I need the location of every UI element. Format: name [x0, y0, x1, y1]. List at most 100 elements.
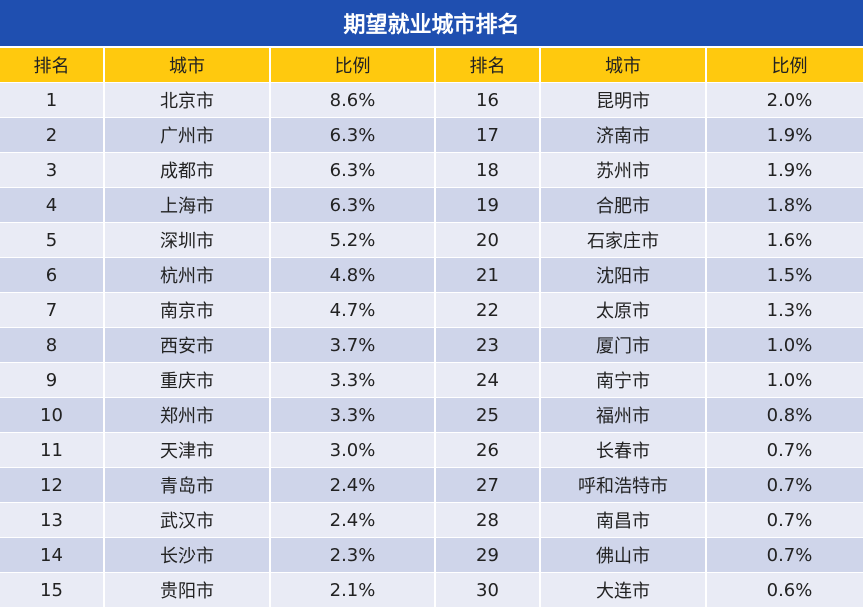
rank-cell: 19: [436, 188, 541, 223]
city-cell: 南京市: [105, 293, 271, 328]
header-ratio: 比例: [707, 48, 863, 83]
ratio-cell: 0.7%: [707, 503, 863, 538]
ratio-cell: 0.8%: [707, 398, 863, 433]
ratio-cell: 1.8%: [707, 188, 863, 223]
city-cell: 长沙市: [105, 538, 271, 573]
ratio-cell: 1.6%: [707, 223, 863, 258]
rank-cell: 6: [0, 258, 105, 293]
ratio-cell: 3.7%: [271, 328, 436, 363]
ratio-cell: 5.2%: [271, 223, 436, 258]
header-row: 排名 城市 比例 排名 城市 比例: [0, 48, 863, 83]
table-body: 1 北京市 8.6% 16 昆明市 2.0% 2 广州市 6.3% 17 济南市 1.9% 3 成都市 6.…: [0, 83, 863, 608]
ratio-cell: 2.4%: [271, 468, 436, 503]
ratio-cell: 1.5%: [707, 258, 863, 293]
rank-cell: 25: [436, 398, 541, 433]
ratio-cell: 3.3%: [271, 363, 436, 398]
rank-cell: 17: [436, 118, 541, 153]
city-cell: 成都市: [105, 153, 271, 188]
city-cell: 厦门市: [541, 328, 707, 363]
ratio-cell: 8.6%: [271, 83, 436, 118]
ranking-table: 排名 城市 比例 排名 城市 比例 1 北京市 8.6% 16 昆明市 2.0% 2 广州市 6…: [0, 48, 863, 608]
ratio-cell: 1.3%: [707, 293, 863, 328]
ratio-cell: 1.0%: [707, 328, 863, 363]
table-row: 7 南京市 4.7% 22 太原市 1.3%: [0, 293, 863, 328]
city-cell: 苏州市: [541, 153, 707, 188]
rank-cell: 29: [436, 538, 541, 573]
city-cell: 上海市: [105, 188, 271, 223]
city-cell: 郑州市: [105, 398, 271, 433]
table-row: 3 成都市 6.3% 18 苏州市 1.9%: [0, 153, 863, 188]
ratio-cell: 0.7%: [707, 433, 863, 468]
rank-cell: 16: [436, 83, 541, 118]
page-title: 期望就业城市排名: [0, 0, 863, 46]
ratio-cell: 1.9%: [707, 118, 863, 153]
rank-cell: 22: [436, 293, 541, 328]
table-row: 13 武汉市 2.4% 28 南昌市 0.7%: [0, 503, 863, 538]
rank-cell: 14: [0, 538, 105, 573]
city-cell: 南宁市: [541, 363, 707, 398]
ratio-cell: 6.3%: [271, 188, 436, 223]
city-cell: 佛山市: [541, 538, 707, 573]
city-cell: 呼和浩特市: [541, 468, 707, 503]
city-cell: 长春市: [541, 433, 707, 468]
rank-cell: 7: [0, 293, 105, 328]
rank-cell: 4: [0, 188, 105, 223]
rank-cell: 15: [0, 573, 105, 608]
ratio-cell: 0.6%: [707, 573, 863, 608]
rank-cell: 20: [436, 223, 541, 258]
ratio-cell: 1.9%: [707, 153, 863, 188]
table-row: 5 深圳市 5.2% 20 石家庄市 1.6%: [0, 223, 863, 258]
rank-cell: 2: [0, 118, 105, 153]
ratio-cell: 2.4%: [271, 503, 436, 538]
ratio-cell: 3.3%: [271, 398, 436, 433]
ratio-cell: 0.7%: [707, 538, 863, 573]
ratio-cell: 2.3%: [271, 538, 436, 573]
header-rank: 排名: [436, 48, 541, 83]
ratio-cell: 2.1%: [271, 573, 436, 608]
city-cell: 大连市: [541, 573, 707, 608]
city-cell: 天津市: [105, 433, 271, 468]
rank-cell: 18: [436, 153, 541, 188]
table-row: 4 上海市 6.3% 19 合肥市 1.8%: [0, 188, 863, 223]
ratio-cell: 3.0%: [271, 433, 436, 468]
rank-cell: 5: [0, 223, 105, 258]
header-rank: 排名: [0, 48, 105, 83]
table-row: 8 西安市 3.7% 23 厦门市 1.0%: [0, 328, 863, 363]
city-cell: 贵阳市: [105, 573, 271, 608]
table-row: 6 杭州市 4.8% 21 沈阳市 1.5%: [0, 258, 863, 293]
city-cell: 石家庄市: [541, 223, 707, 258]
rank-cell: 23: [436, 328, 541, 363]
table-row: 14 长沙市 2.3% 29 佛山市 0.7%: [0, 538, 863, 573]
header-city: 城市: [105, 48, 271, 83]
city-cell: 合肥市: [541, 188, 707, 223]
rank-cell: 12: [0, 468, 105, 503]
city-cell: 武汉市: [105, 503, 271, 538]
table-row: 2 广州市 6.3% 17 济南市 1.9%: [0, 118, 863, 153]
city-cell: 福州市: [541, 398, 707, 433]
city-cell: 昆明市: [541, 83, 707, 118]
city-cell: 重庆市: [105, 363, 271, 398]
rank-cell: 27: [436, 468, 541, 503]
city-cell: 杭州市: [105, 258, 271, 293]
table-row: 9 重庆市 3.3% 24 南宁市 1.0%: [0, 363, 863, 398]
ratio-cell: 0.7%: [707, 468, 863, 503]
city-cell: 太原市: [541, 293, 707, 328]
city-cell: 济南市: [541, 118, 707, 153]
ratio-cell: 4.7%: [271, 293, 436, 328]
rank-cell: 13: [0, 503, 105, 538]
rank-cell: 3: [0, 153, 105, 188]
rank-cell: 1: [0, 83, 105, 118]
rank-cell: 8: [0, 328, 105, 363]
rank-cell: 9: [0, 363, 105, 398]
city-cell: 北京市: [105, 83, 271, 118]
city-cell: 深圳市: [105, 223, 271, 258]
rank-cell: 26: [436, 433, 541, 468]
city-cell: 广州市: [105, 118, 271, 153]
ratio-cell: 1.0%: [707, 363, 863, 398]
rank-cell: 24: [436, 363, 541, 398]
table-row: 10 郑州市 3.3% 25 福州市 0.8%: [0, 398, 863, 433]
table-row: 15 贵阳市 2.1% 30 大连市 0.6%: [0, 573, 863, 608]
rank-cell: 10: [0, 398, 105, 433]
table-row: 11 天津市 3.0% 26 长春市 0.7%: [0, 433, 863, 468]
ratio-cell: 4.8%: [271, 258, 436, 293]
